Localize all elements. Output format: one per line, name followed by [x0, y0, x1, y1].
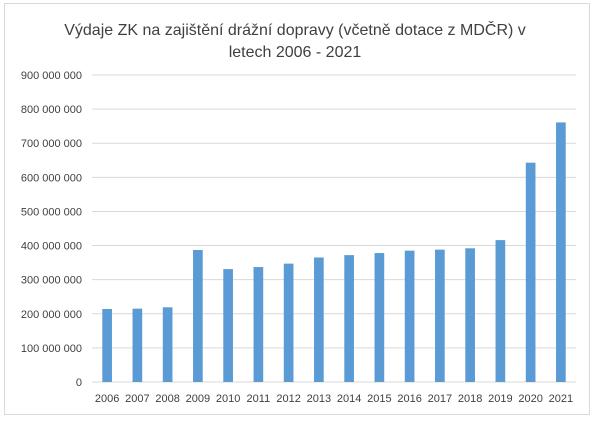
bar-2010 [223, 269, 233, 382]
bars [102, 122, 566, 383]
y-tick-label: 0 [76, 377, 82, 389]
bar-2019 [495, 240, 506, 382]
bar-2009 [193, 249, 203, 382]
bar-2008 [162, 307, 173, 382]
bar-2021 [556, 122, 566, 383]
y-tick-label: 500 000 000 [21, 206, 82, 218]
y-tick-label: 800 000 000 [21, 104, 82, 116]
x-tick-label: 2012 [276, 393, 300, 405]
y-tick-label: 200 000 000 [21, 309, 82, 321]
x-tick-label: 2015 [367, 393, 391, 405]
bar-2011 [253, 267, 264, 382]
bar-2016 [404, 250, 415, 382]
chart-title: Výdaje ZK na zajištění drážní dopravy (v… [64, 22, 526, 61]
x-tick-label: 2008 [155, 393, 179, 405]
x-tick-label: 2016 [397, 393, 421, 405]
y-axis-ticks: 0 100 000 000 200 000 000 300 000 000 400 00… [21, 70, 82, 389]
gridlines [92, 74, 576, 383]
bar-2017 [435, 249, 445, 382]
bar-2013 [314, 257, 324, 382]
bar-2007 [132, 308, 143, 382]
x-tick-label: 2007 [125, 393, 149, 405]
x-tick-label: 2009 [186, 393, 210, 405]
x-tick-label: 2021 [549, 393, 573, 405]
y-tick-label: 600 000 000 [21, 172, 82, 184]
x-tick-label: 2013 [307, 393, 331, 405]
bar-chart: 0 100 000 000 200 000 000 300 000 000 400 00… [21, 70, 576, 405]
x-tick-label: 2017 [428, 393, 452, 405]
x-tick-label: 2019 [488, 393, 512, 405]
bar-2012 [283, 263, 294, 382]
x-axis-ticks: 2006 2007 2008 2009 2010 2011 2012 2013 2014 2015… [95, 393, 573, 405]
bar-2015 [374, 253, 385, 382]
x-tick-label: 2018 [458, 393, 482, 405]
x-tick-label: 2020 [518, 393, 542, 405]
x-tick-label: 2014 [337, 393, 361, 405]
y-tick-label: 400 000 000 [21, 241, 82, 253]
x-tick-label: 2010 [216, 393, 240, 405]
bar-2014 [344, 255, 354, 382]
bar-2018 [465, 248, 475, 382]
y-tick-label: 100 000 000 [21, 343, 82, 355]
y-tick-label: 300 000 000 [21, 275, 82, 287]
y-tick-label: 700 000 000 [21, 138, 82, 150]
bar-2006 [102, 309, 112, 382]
y-tick-label: 900 000 000 [21, 70, 82, 82]
x-tick-label: 2006 [95, 393, 119, 405]
bar-2020 [525, 162, 536, 382]
x-tick-label: 2011 [247, 393, 271, 405]
chart-frame: Výdaje ZK na zajištění drážní dopravy (v… [4, 3, 590, 415]
